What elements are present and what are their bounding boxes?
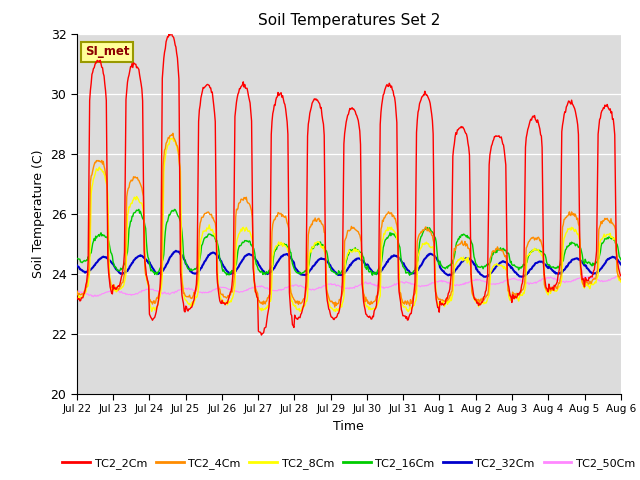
Y-axis label: Soil Temperature (C): Soil Temperature (C): [32, 149, 45, 278]
Title: Soil Temperatures Set 2: Soil Temperatures Set 2: [258, 13, 440, 28]
Text: SI_met: SI_met: [85, 45, 129, 58]
X-axis label: Time: Time: [333, 420, 364, 432]
Legend: TC2_2Cm, TC2_4Cm, TC2_8Cm, TC2_16Cm, TC2_32Cm, TC2_50Cm: TC2_2Cm, TC2_4Cm, TC2_8Cm, TC2_16Cm, TC2…: [58, 453, 639, 473]
